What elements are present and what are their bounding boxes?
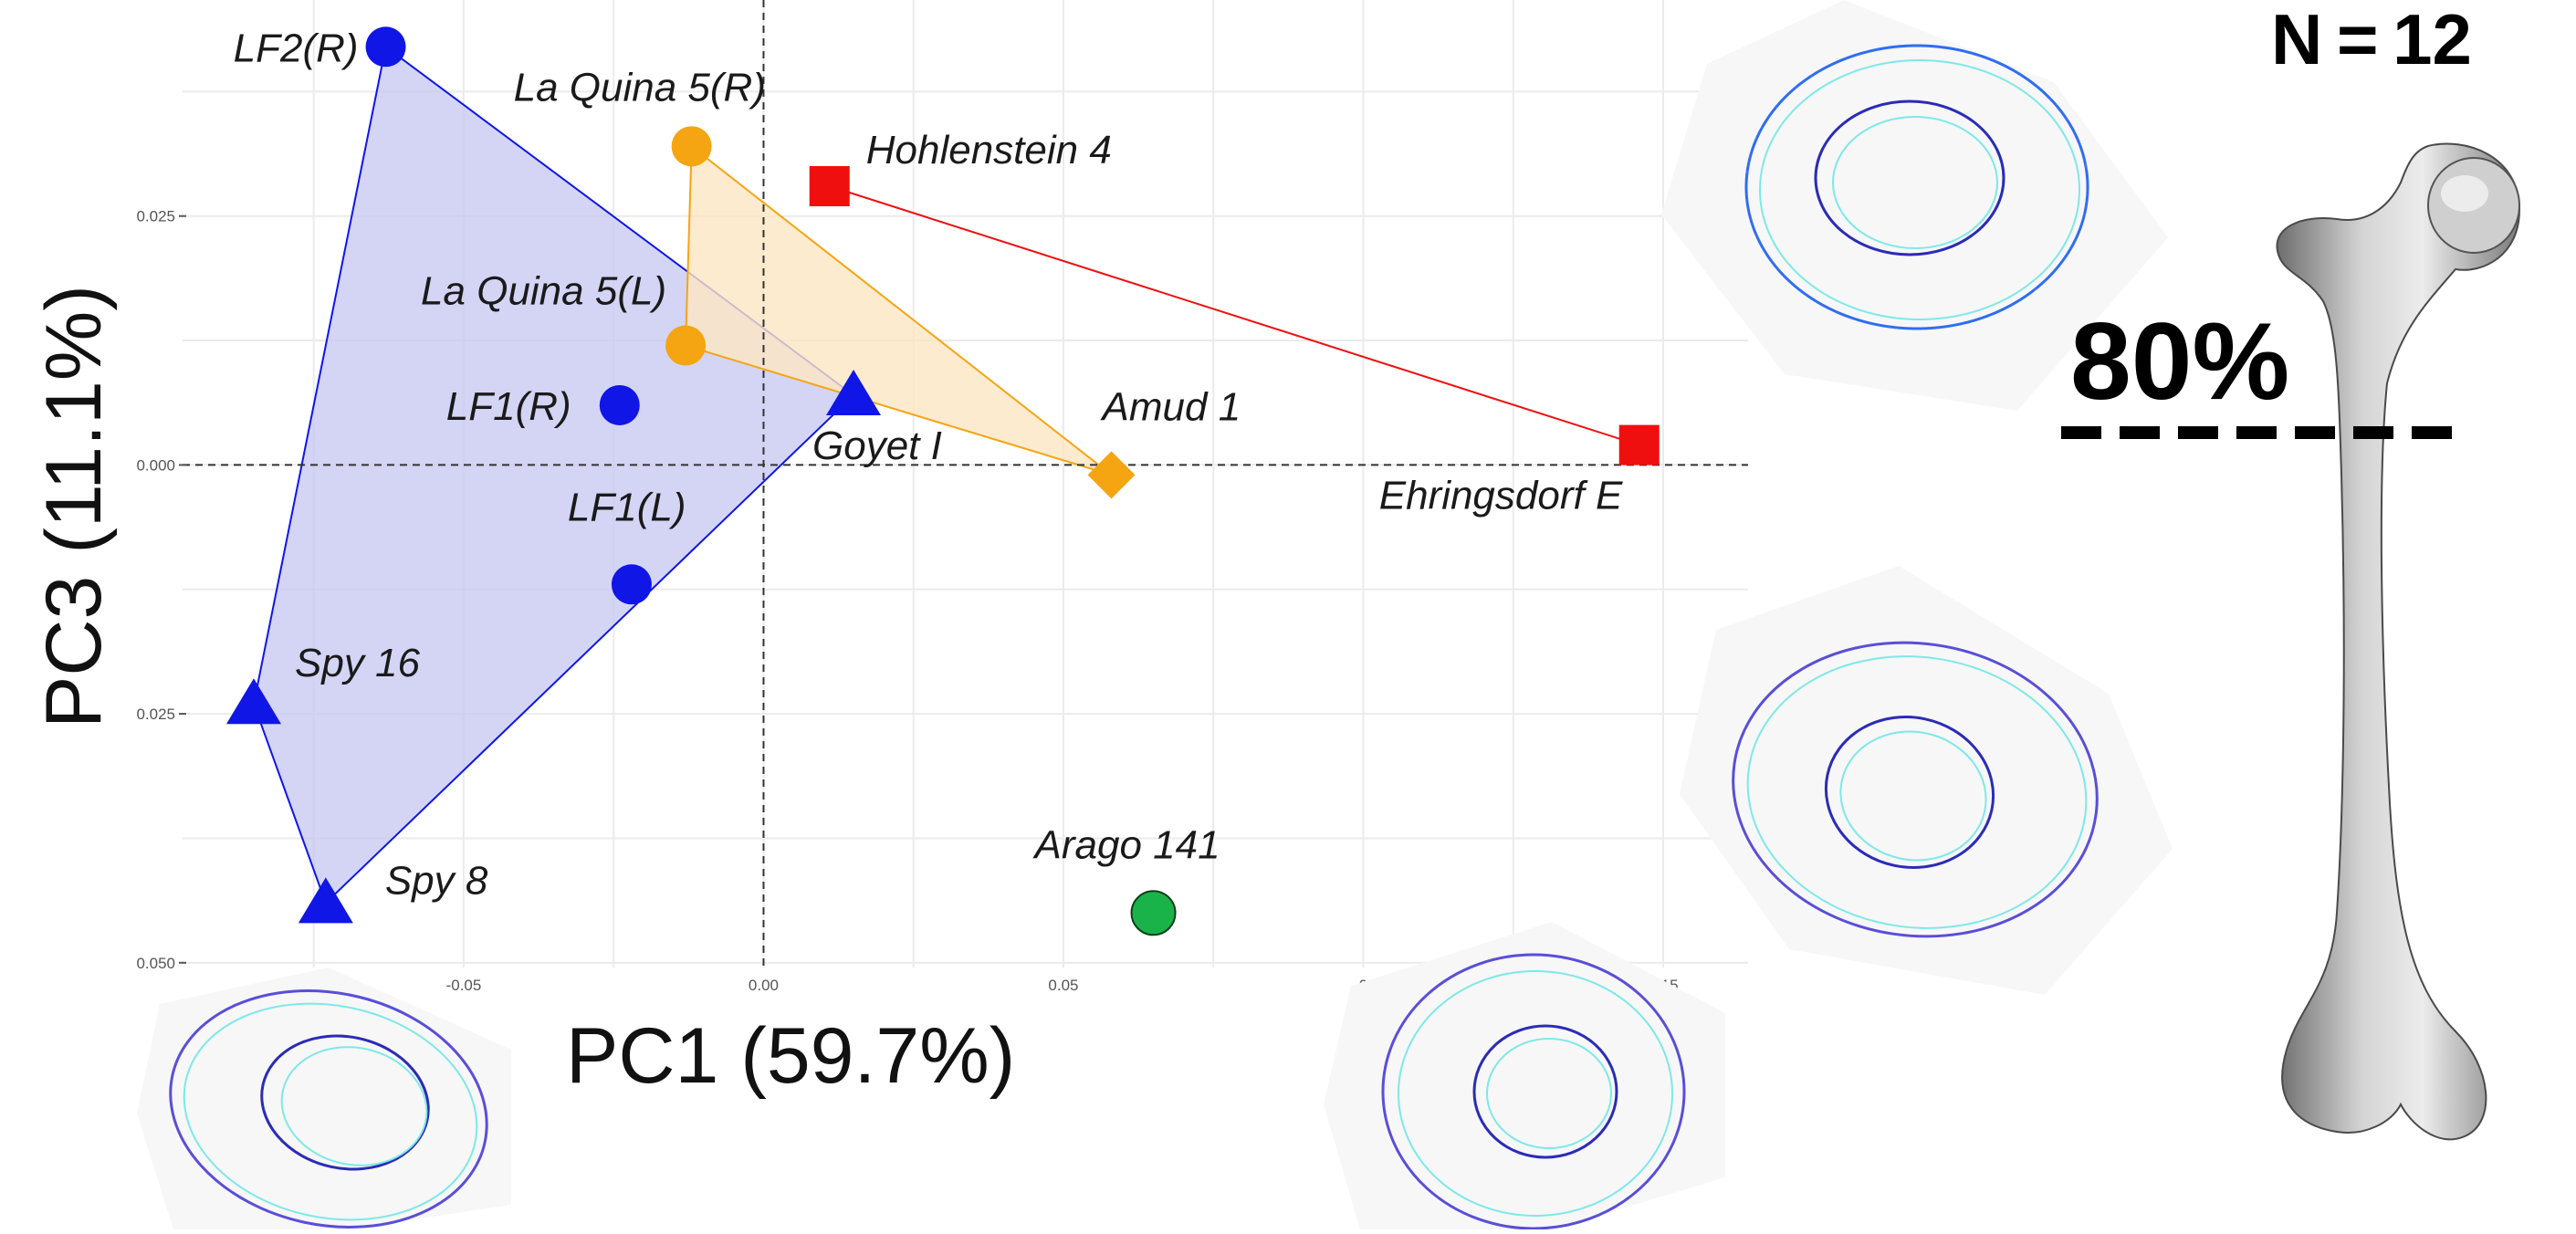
- point-spy-16: [226, 678, 281, 725]
- cross-section-outline-icon: [1324, 922, 1725, 1230]
- y-tick-label: 0.050: [136, 955, 175, 972]
- point-label: LF1(L): [568, 485, 686, 529]
- point-label: La Quina 5(R): [514, 65, 766, 110]
- point-arago-141: [1130, 890, 1177, 936]
- point-label: LF2(R): [234, 26, 359, 70]
- x-tick-label: 0.00: [749, 977, 779, 994]
- point-la-quina-5-l: [665, 325, 707, 366]
- point-lf2-r: [365, 26, 406, 68]
- cross-section-outline-icon: [137, 967, 511, 1229]
- point-label: Ehringsdorf E: [1379, 474, 1623, 518]
- cross-section-outline-icon: [1680, 566, 2173, 995]
- data-points: [226, 26, 1660, 936]
- cross-section-outline-icon: [1661, 0, 2168, 411]
- group-hulls: [252, 45, 1640, 905]
- hull-orange: [685, 144, 1113, 476]
- point-label: Spy 16: [295, 641, 421, 685]
- reference-lines: [183, 0, 1748, 967]
- hull-red: [829, 185, 1640, 446]
- point-label: Hohlenstein 4: [866, 128, 1112, 173]
- x-tick-label: -0.05: [446, 977, 482, 994]
- point-amud-1: [1087, 451, 1136, 499]
- section-level-label: 80%: [2070, 300, 2289, 423]
- point-labels: LF2(R) La Quina 5(R) Hohlenstein 4 La Quina…: [234, 26, 1623, 903]
- point-lf1-l: [611, 564, 652, 605]
- point-ehringsdorf-e: [1618, 424, 1660, 465]
- point-label: Spy 8: [385, 858, 488, 903]
- femur-bone-image: [2276, 142, 2521, 1141]
- y-axis-title: PC3 (11.1%): [30, 285, 118, 728]
- x-axis-title: PC1 (59.7%): [566, 1012, 1015, 1100]
- sample-size-label: N = 12: [2271, 0, 2472, 79]
- point-label: Arago 141: [1032, 822, 1220, 867]
- point-hohlenstein-4: [809, 165, 850, 206]
- point-goyet-i: [826, 370, 882, 416]
- point-label: LF1(R): [446, 384, 571, 429]
- point-la-quina-5-r: [671, 126, 712, 167]
- y-tick-label: 0.025: [136, 706, 175, 723]
- point-lf1-r: [599, 384, 640, 425]
- point-label: Goyet I: [812, 424, 942, 468]
- x-tick-label: 0.05: [1048, 977, 1078, 994]
- y-tick-label: 0.025: [136, 208, 175, 225]
- point-label: La Quina 5(L): [421, 269, 666, 314]
- y-tick-label: 0.000: [136, 456, 175, 474]
- point-spy-8: [298, 877, 353, 924]
- point-label: Amud 1: [1100, 384, 1241, 429]
